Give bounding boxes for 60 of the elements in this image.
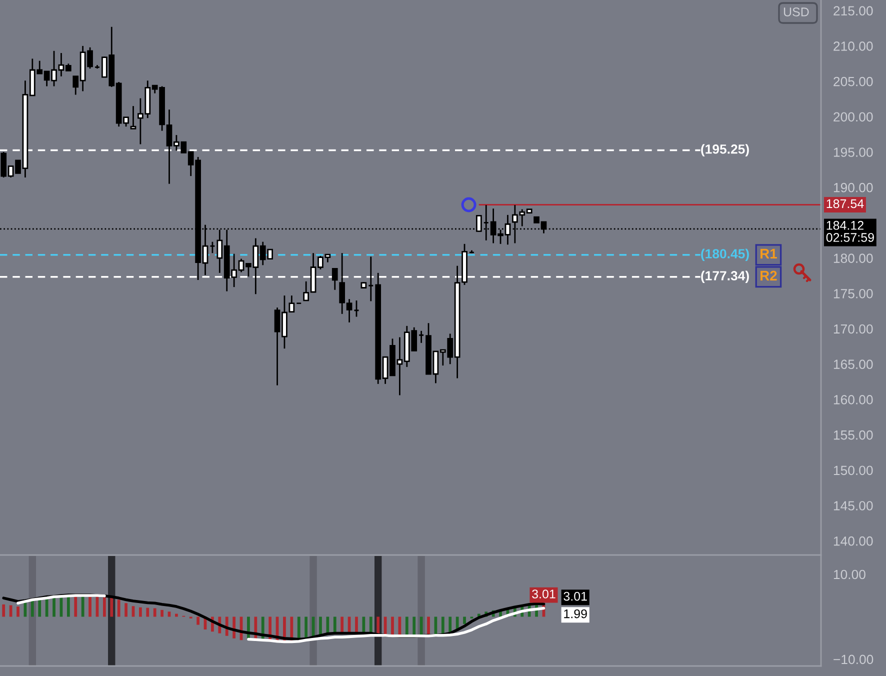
bar — [81, 596, 84, 617]
bar — [146, 608, 150, 617]
bar — [405, 616, 408, 636]
y-tick-label: 170.00 — [834, 324, 873, 334]
candlestick — [332, 268, 338, 291]
bar — [463, 616, 466, 624]
bar — [38, 600, 42, 617]
bar — [102, 596, 106, 617]
candlestick — [130, 105, 136, 130]
bar — [16, 606, 20, 617]
y-tick-label: 160.00 — [834, 395, 873, 404]
bar — [138, 607, 142, 617]
ref-line-label: (177.34) — [701, 270, 749, 284]
y-tick-label: 165.00 — [834, 360, 873, 370]
bar — [333, 616, 336, 634]
bar — [196, 616, 200, 625]
bar — [304, 616, 308, 640]
ref-line-label: (195.25) — [701, 144, 749, 156]
y-tick-label: 180.00 — [834, 254, 873, 263]
bar — [340, 616, 344, 634]
bar — [369, 616, 372, 632]
bar — [117, 600, 120, 617]
bar — [110, 598, 114, 617]
y-tick-label: 210.00 — [834, 42, 873, 51]
y-tick-label: 140.00 — [834, 536, 873, 546]
y-tick-label: 145.00 — [834, 501, 873, 510]
data-label: 3.01 — [532, 590, 556, 598]
annotation: R1 — [760, 248, 777, 258]
bar — [124, 603, 128, 617]
bar — [456, 616, 459, 630]
bar — [153, 608, 156, 617]
y-tick-label: 190.00 — [834, 182, 873, 192]
y-tick-label: 10.00 — [834, 570, 866, 580]
y-tick-label: −10.00 — [834, 654, 874, 664]
y-tick-label: 205.00 — [834, 76, 873, 86]
bar — [160, 610, 164, 617]
ref-line-label: (180.45) — [701, 248, 749, 262]
y-tick-label: 155.00 — [834, 430, 873, 440]
bar — [88, 596, 92, 617]
y-tick-label: 150.00 — [834, 466, 873, 476]
bar — [412, 616, 416, 636]
bar — [362, 616, 366, 634]
bar — [376, 616, 380, 634]
y-tick-label: 215.00 — [834, 6, 873, 16]
ref-line-label: 184.12 02:57:59 — [826, 220, 874, 242]
annotation: R2 — [760, 270, 777, 280]
bar — [45, 598, 48, 617]
bar — [2, 604, 6, 617]
data-label: 3.01 — [564, 592, 587, 601]
y-tick-label: 200.00 — [834, 112, 873, 122]
bar — [52, 598, 56, 617]
bar — [391, 616, 394, 636]
y-tick-label: 175.00 — [834, 288, 873, 298]
y-tick-label: 195.00 — [834, 148, 873, 157]
ref-line-label: 187.54 — [826, 199, 864, 208]
bar — [30, 600, 34, 617]
data-label: 1.99 — [564, 609, 587, 618]
bar — [74, 596, 78, 617]
bar — [66, 596, 70, 617]
annotation: USD — [784, 8, 809, 16]
